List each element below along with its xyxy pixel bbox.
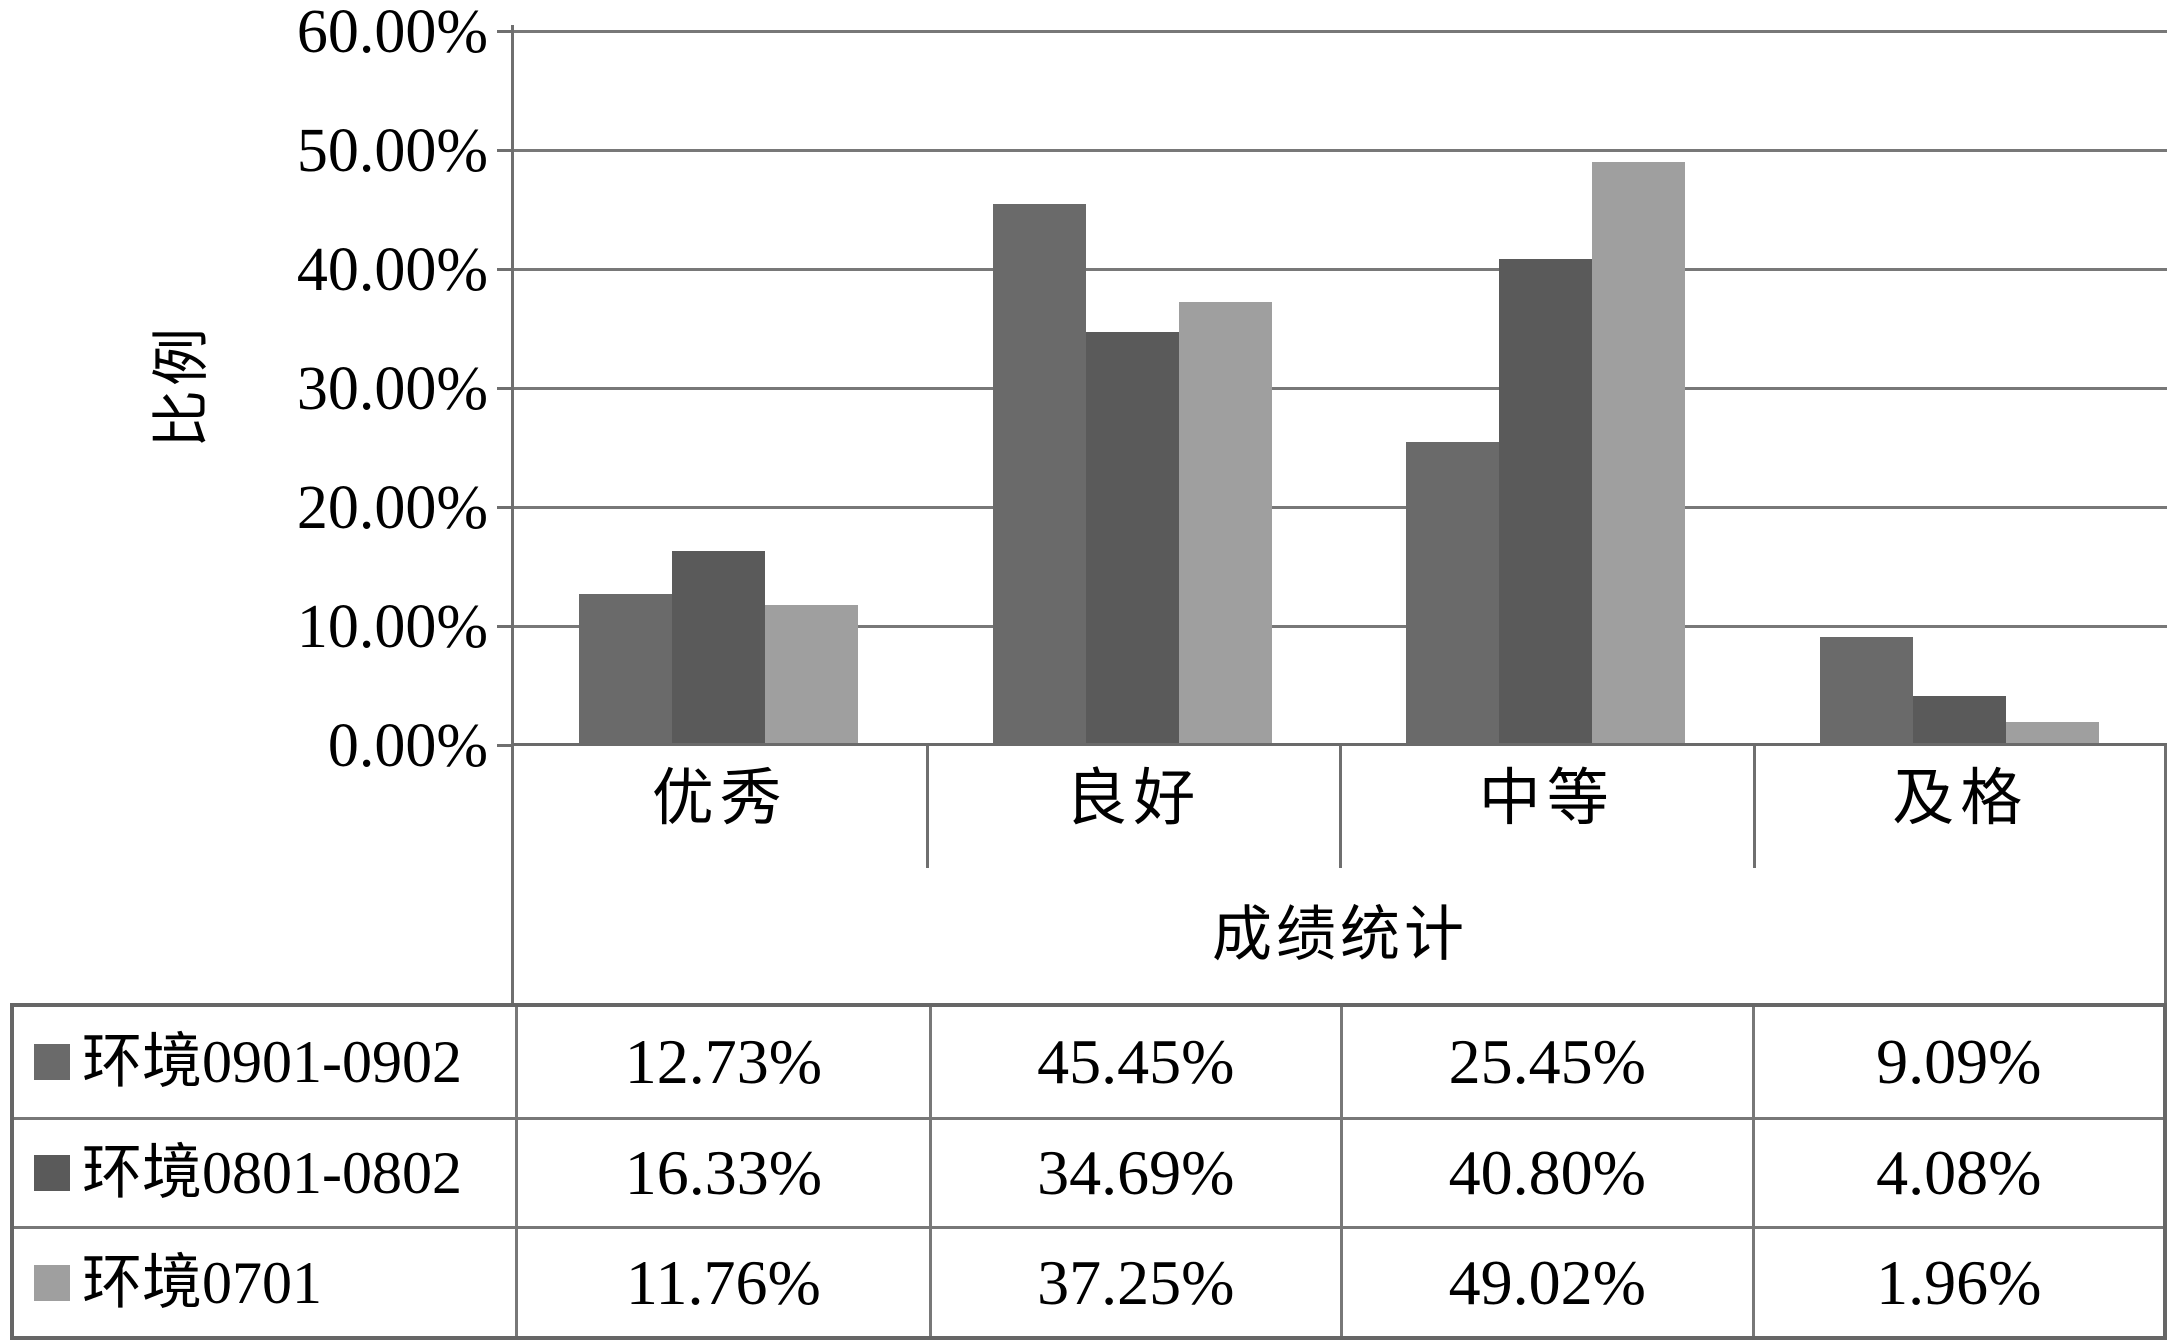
bar-环境0701-及格 [2005,721,2099,745]
y-axis-tick [497,506,513,509]
bar-环境0701-优秀 [765,605,858,745]
y-axis-tick-label: 60.00% [296,0,488,66]
y-axis-tick [497,744,513,747]
y-axis-tick-label: 40.00% [296,236,488,304]
legend-cell-环境0701: 环境0701 [14,1226,516,1336]
y-axis-tick [497,387,513,390]
bar-环境0901-0902-及格 [1819,636,1913,745]
value-cell-环境0701-良好: 37.25% [928,1226,1341,1336]
value-cell-环境0901-0902-及格: 9.09% [1751,1007,2163,1117]
value-cell-环境0901-0902-良好: 45.45% [928,1007,1340,1117]
value-cell-环境0701-优秀: 11.76% [515,1226,929,1336]
bar-环境0801-0802-优秀 [672,550,765,745]
legend-cell-环境0901-0902: 环境0901-0902 [14,1007,515,1117]
legend-series-name: 环境0701 [82,1249,322,1316]
x-category-separator [925,745,929,868]
y-axis-tick-label: 30.00% [296,355,488,423]
gridline [513,387,2167,390]
value-cell-环境0801-0802-中等: 40.80% [1340,1116,1752,1227]
legend-swatch-icon [34,1264,70,1301]
y-axis-tick [497,149,513,152]
bar-环境0901-0902-中等 [1406,442,1499,745]
bar-环境0801-0802-中等 [1499,259,1592,745]
legend-swatch-icon [34,1154,70,1191]
y-axis-tick-label: 20.00% [296,474,488,542]
bar-环境0701-中等 [1592,161,1685,745]
plot-area: 0.00% 10.00% 20.00% 30.00% 40.00% 50.00% 60.00… [296,0,2167,1003]
legend-series-name: 环境0801-0802 [82,1139,462,1206]
gridline [513,625,2167,628]
gridline [513,506,2167,509]
gridline [513,149,2167,152]
bar-环境0801-0802-及格 [1912,696,2006,745]
value-cell-环境0801-0802-良好: 34.69% [928,1116,1341,1227]
x-category-label: 及格 [1892,765,2029,833]
value-cell-环境0701-及格: 1.96% [1751,1226,2163,1336]
bar-环境0901-0902-优秀 [579,593,672,745]
value-cell-环境0701-中等: 49.02% [1340,1226,1752,1336]
x-category-label: 中等 [1478,765,1615,833]
x-category-separator [1339,745,1342,868]
x-axis-title: 成绩统计 [1212,902,1468,968]
axis-band-right-border [2164,745,2167,1003]
legend-swatch-icon [34,1043,70,1080]
data-table: 环境0901-0902 12.73% 45.45% 25.45% 9.09% 环境0801… [10,1003,2167,1340]
x-category-separator [1752,745,1756,868]
y-axis-tick [497,625,513,628]
value-cell-环境0901-0902-优秀: 12.73% [515,1007,928,1117]
x-category-label: 良好 [1065,765,1202,833]
y-axis-tick-label: 50.00% [296,117,488,185]
x-axis-baseline [513,743,2167,746]
y-axis-tick [497,268,513,271]
bar-环境0801-0802-良好 [1085,332,1179,745]
gridline [513,30,2167,33]
bar-环境0701-良好 [1178,301,1272,745]
value-cell-环境0901-0902-中等: 25.45% [1340,1007,1751,1117]
y-axis-line [511,25,514,1003]
x-category-label: 优秀 [651,765,788,833]
bar-环境0901-0902-良好 [992,204,1086,745]
y-axis-tick-label: 10.00% [296,593,488,661]
legend-cell-环境0801-0802: 环境0801-0802 [14,1116,516,1227]
y-axis-tick-label: 0.00% [327,712,488,780]
value-cell-环境0801-0802-及格: 4.08% [1751,1116,2163,1227]
y-axis-tick [497,30,513,33]
legend-series-name: 环境0901-0902 [82,1028,462,1095]
value-cell-环境0801-0802-优秀: 16.33% [515,1116,929,1227]
gridline [513,268,2167,271]
